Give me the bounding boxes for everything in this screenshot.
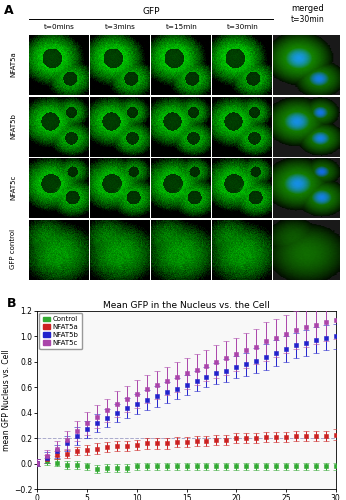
Text: B: B <box>7 296 16 310</box>
Text: t=0mins: t=0mins <box>44 24 75 30</box>
Text: NFAT5a: NFAT5a <box>10 51 16 77</box>
Text: t=30min: t=30min <box>291 15 324 24</box>
Text: t=30min: t=30min <box>227 24 258 30</box>
Text: merged: merged <box>291 4 324 13</box>
Text: t=15min: t=15min <box>166 24 197 30</box>
Text: NFAT5b: NFAT5b <box>10 113 16 138</box>
Text: NFAT5c: NFAT5c <box>10 174 16 200</box>
Text: t=3mins: t=3mins <box>105 24 136 30</box>
Text: A: A <box>3 4 13 17</box>
Text: GFP control: GFP control <box>10 229 16 269</box>
Text: GFP: GFP <box>142 6 160 16</box>
